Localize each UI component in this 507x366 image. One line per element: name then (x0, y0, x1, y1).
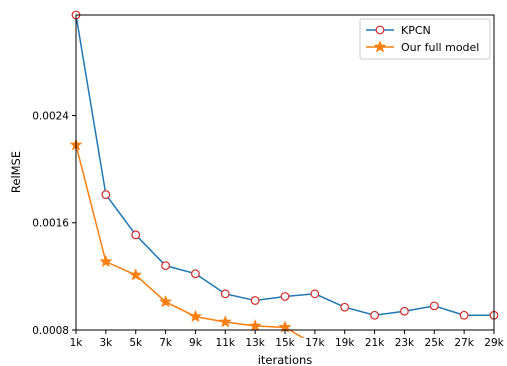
x-axis-ticks: 1k 3k 5k 7k 9k 11k 13k 15k 17k 19k 21k 23k 25k 27k 29k (70, 330, 505, 349)
x-tick-label: 1k (70, 337, 84, 349)
data-point-our-full-model (99, 254, 113, 268)
y-tick-label: 0.0016 (32, 218, 69, 230)
data-point-kpcn (340, 302, 350, 312)
data-point-our-full-model (158, 294, 173, 308)
y-axis-label: RelMSE (9, 151, 23, 193)
data-point-kpcn (370, 310, 379, 320)
legend-label-kpcn: KPCN (401, 24, 431, 37)
x-tick-label: 3k (99, 337, 113, 349)
data-point-kpcn (131, 230, 141, 240)
x-tick-label: 9k (189, 337, 203, 349)
data-point-our-full-model (188, 309, 203, 323)
legend-marker-kpcn (375, 25, 385, 35)
data-point-kpcn (459, 310, 469, 320)
data-point-kpcn (280, 292, 290, 301)
plot-frame (75, 14, 495, 331)
x-tick-label: 27k (454, 337, 474, 349)
x-tick-label: 21k (365, 337, 385, 349)
data-point-kpcn (220, 289, 230, 299)
data-point-kpcn (101, 190, 111, 200)
x-tick-label: 17k (305, 337, 325, 349)
y-tick-label: 0.0008 (32, 325, 69, 337)
x-tick-label: 5k (129, 337, 143, 349)
x-tick-label: 15k (275, 337, 295, 349)
x-tick-label: 29k (484, 337, 504, 349)
x-tick-label: 23k (395, 337, 415, 349)
data-point-our-full-model (488, 349, 500, 360)
x-tick-label: 13k (245, 337, 265, 349)
data-point-our-full-model (344, 336, 346, 338)
data-point-our-full-model (248, 319, 262, 332)
legend-box (359, 18, 491, 60)
x-tick-label: 7k (159, 337, 173, 349)
data-point-kpcn (161, 261, 170, 271)
data-point-our-full-model (458, 349, 470, 360)
data-point-kpcn (191, 269, 200, 279)
data-point-our-full-model (428, 348, 440, 359)
x-tick-label: 19k (335, 337, 355, 349)
data-point-our-full-model (218, 315, 232, 328)
y-tick-label: 0.0024 (32, 110, 69, 122)
x-axis-label: iterations (258, 353, 313, 366)
data-point-kpcn (250, 296, 260, 305)
plot-area (76, 15, 494, 330)
y-axis-ticks: 0.0008 0.0016 0.0024 (32, 110, 76, 337)
data-point-kpcn (400, 306, 409, 316)
data-point-our-full-model (129, 268, 143, 281)
x-tick-label: 25k (425, 337, 445, 349)
legend-label-our-full-model: Our full model (401, 41, 479, 54)
legend-marker-our-full-model (373, 40, 387, 53)
legend: KPCN Our full model (359, 18, 491, 60)
data-point-kpcn (310, 289, 320, 299)
x-tick-label: 11k (216, 337, 236, 349)
data-point-kpcn (429, 301, 439, 311)
